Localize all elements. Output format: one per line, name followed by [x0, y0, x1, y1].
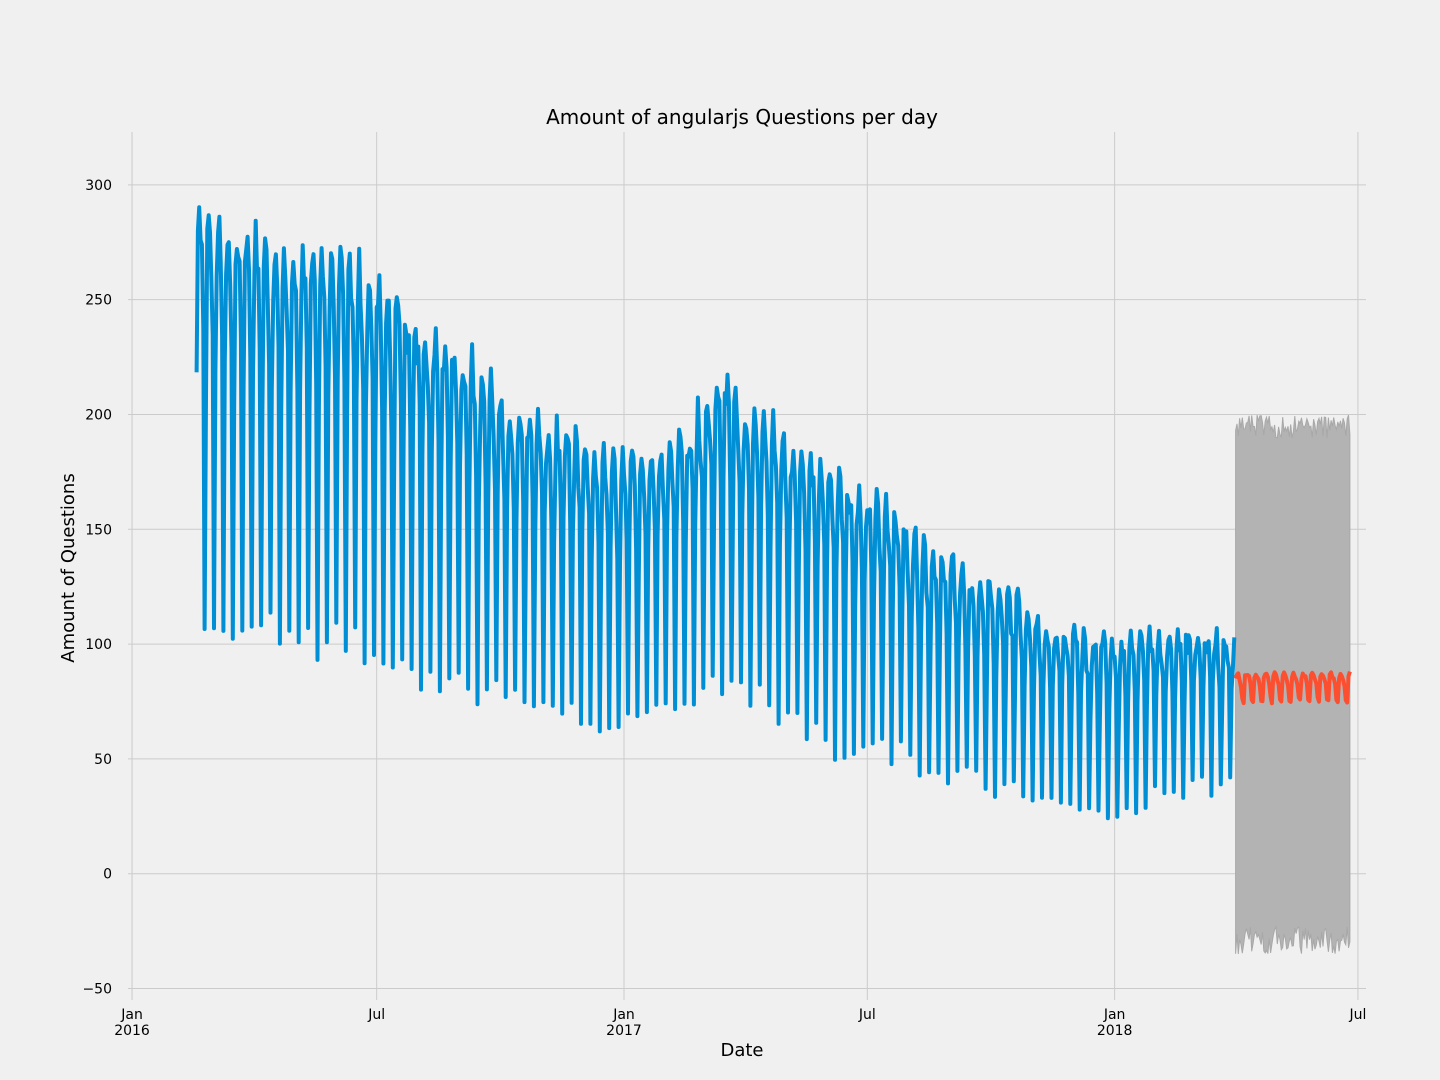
x-tick-label: Jul	[1348, 1007, 1366, 1023]
y-tick-label: 100	[85, 637, 112, 653]
y-tick-label: 150	[85, 522, 112, 538]
y-tick-label: 200	[85, 407, 112, 423]
forecast-series	[1233, 670, 1352, 706]
y-tick-labels: −50 0 50 100 150 200 250 300	[82, 178, 112, 998]
x-tick-label: Jan	[612, 1007, 635, 1023]
x-tick-label: Jul	[858, 1007, 876, 1023]
y-tick-label: 300	[85, 178, 112, 194]
x-axis-label: Date	[720, 1040, 763, 1061]
y-tick-label: −50	[82, 982, 112, 998]
x-tick-year-label: 2016	[114, 1023, 150, 1039]
x-tick-label: Jan	[120, 1007, 143, 1023]
x-tick-year-label: 2017	[606, 1023, 642, 1039]
chart-title: Amount of angularjs Questions per day	[546, 105, 938, 129]
observed-line	[194, 205, 1237, 821]
x-tick-year-label: 2018	[1097, 1023, 1133, 1039]
x-tick-label: Jul	[367, 1007, 385, 1023]
y-tick-label: 0	[103, 867, 112, 883]
observed-series	[194, 205, 1237, 821]
y-tick-label: 50	[94, 752, 112, 768]
forecast-line	[1233, 670, 1352, 706]
y-axis-label: Amount of Questions	[58, 473, 79, 662]
y-tick-label: 250	[85, 293, 112, 309]
grid	[128, 132, 1366, 1000]
x-tick-label: Jan	[1103, 1007, 1126, 1023]
